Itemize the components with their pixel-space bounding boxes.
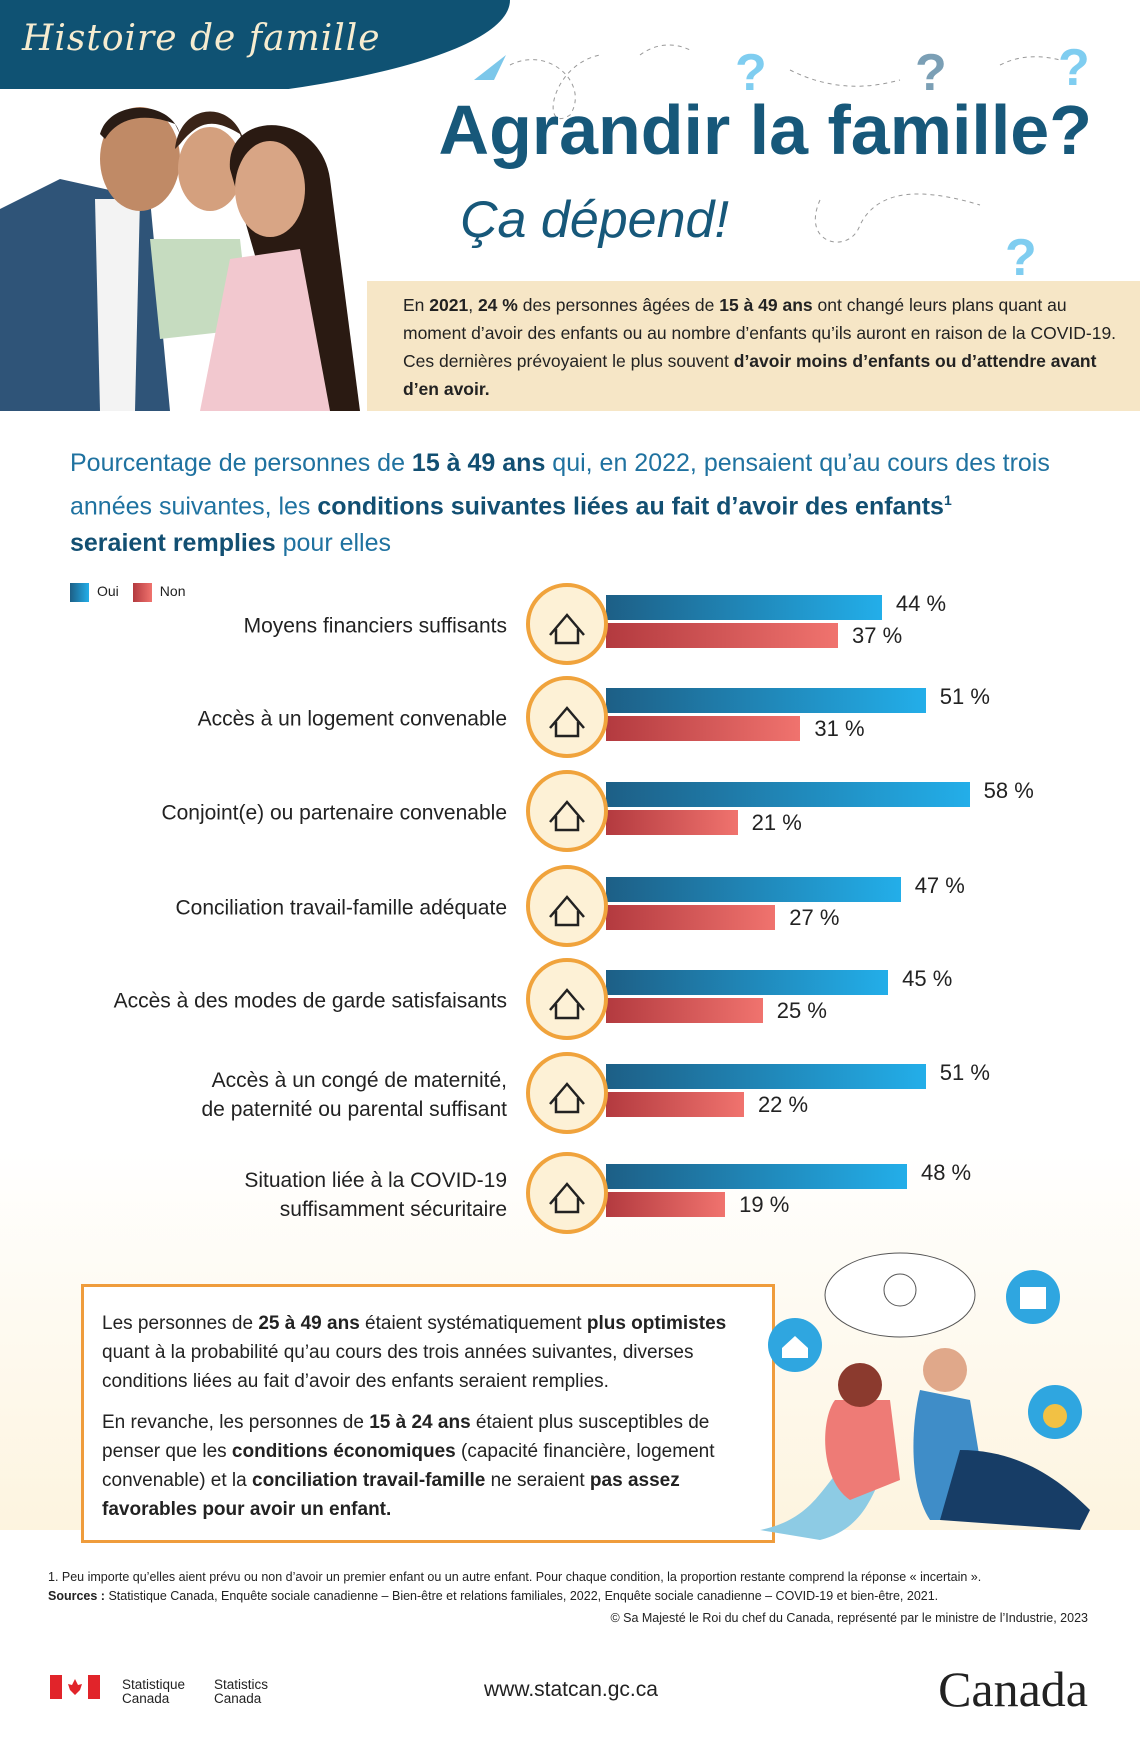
category-label: Moyens financiers suffisants xyxy=(243,614,507,638)
question-mark-icon: ? xyxy=(1058,39,1090,97)
category-label: Conjoint(e) ou partenaire convenable xyxy=(161,801,507,825)
value-label-oui: 58 % xyxy=(983,778,1034,803)
value-label-oui: 51 % xyxy=(939,684,990,709)
copyright: © Sa Majesté le Roi du chef du Canada, r… xyxy=(610,1611,1088,1625)
question-mark-icon: ? xyxy=(1005,229,1037,285)
bar-non xyxy=(606,810,738,835)
legend-non: Non xyxy=(132,583,185,602)
series-title: Histoire de famille xyxy=(22,18,381,59)
canada-flag-icon xyxy=(50,1675,100,1699)
covid-curve-icon xyxy=(526,1152,608,1234)
chart-heading: Pourcentage de personnes de 15 à 49 ans … xyxy=(70,449,1050,558)
statcan-en: Statistics Canada xyxy=(214,1677,269,1706)
chart-row: Moyens financiers suffisants 44 % 37 % xyxy=(0,578,1140,674)
key-findings-box: Les personnes de 25 à 49 ans étaient sys… xyxy=(81,1284,775,1543)
bar-oui xyxy=(606,1064,926,1089)
value-label-oui: 51 % xyxy=(939,1060,990,1085)
bar-oui xyxy=(606,1164,907,1189)
page-subtitle: Ça dépend! xyxy=(460,191,729,249)
value-label-oui: 48 % xyxy=(920,1160,972,1185)
couple-icon xyxy=(526,770,608,852)
parent-stroller-icon xyxy=(526,1052,608,1134)
worried-couple-illustration xyxy=(760,1252,1090,1540)
daycare-icon xyxy=(526,958,608,1040)
bar-oui xyxy=(606,970,889,995)
page-title: Agrandir la famille? xyxy=(438,91,1092,169)
baby-icon xyxy=(883,1273,917,1307)
value-label-oui: 44 % xyxy=(895,591,947,616)
value-label-non: 25 % xyxy=(776,998,827,1023)
question-mark-icon: ? xyxy=(915,44,947,102)
canada-wordmark: Canada xyxy=(938,1661,1088,1717)
value-label-oui: 45 % xyxy=(902,966,953,991)
value-label-non: 37 % xyxy=(851,623,903,648)
chart-legend: Oui Non xyxy=(70,583,185,602)
category-label: Accès à des modes de garde satisfaisants xyxy=(113,989,507,1013)
house-icon xyxy=(526,676,608,758)
bar-non xyxy=(606,998,763,1023)
value-label-non: 27 % xyxy=(789,905,840,930)
bar-oui xyxy=(606,877,901,902)
bar-non xyxy=(606,905,776,930)
bar-non xyxy=(606,623,838,648)
chart-row: Conjoint(e) ou partenaire convenable 58 %… xyxy=(0,765,1140,861)
website-link[interactable]: www.statcan.gc.ca xyxy=(484,1678,658,1701)
bar-non xyxy=(606,1092,744,1117)
bar-oui xyxy=(606,595,882,620)
value-label-non: 31 % xyxy=(814,716,865,741)
value-label-non: 22 % xyxy=(757,1092,809,1117)
chart-row: Conciliation travail-famille adéquate 47 … xyxy=(0,860,1140,956)
chart-row: Accès à des modes de garde satisfaisants… xyxy=(0,953,1140,1049)
bar-oui xyxy=(606,688,926,713)
bar-non xyxy=(606,716,801,741)
value-label-non: 21 % xyxy=(751,810,802,835)
paper-plane-icon xyxy=(474,55,506,80)
chart-row: Accès à un congé de maternité, de paterni… xyxy=(0,1047,1140,1143)
footnotes: 1. Peu importe qu’elles aient prévu ou n… xyxy=(48,1570,982,1603)
statcan-fr: Statistique Canada xyxy=(122,1677,186,1706)
value-label-non: 19 % xyxy=(739,1192,790,1217)
category-label: Accès à un congé de maternité, de paterni… xyxy=(201,1069,508,1121)
intro-box: En 2021, 24 % des personnes âgées de 15 … xyxy=(367,281,1140,411)
work-family-icon xyxy=(526,865,608,947)
bar-non xyxy=(606,1192,726,1217)
decorative-doodles: ? ? ? ? xyxy=(474,39,1090,285)
family-photo xyxy=(0,89,367,411)
category-label: Accès à un logement convenable xyxy=(197,707,507,731)
legend-oui: Oui xyxy=(70,583,119,602)
bar-oui xyxy=(606,782,970,807)
category-label: Conciliation travail-famille adéquate xyxy=(175,896,507,920)
question-mark-icon: ? xyxy=(735,44,767,102)
category-label: Situation liée à la COVID-19 suffisamment… xyxy=(244,1169,507,1221)
chart-row: Accès à un logement convenable 51 % 31 % xyxy=(0,671,1140,767)
money-hand-icon xyxy=(526,583,608,665)
chart-row: Situation liée à la COVID-19 suffisamment… xyxy=(0,1147,1140,1243)
value-label-oui: 47 % xyxy=(914,873,965,898)
